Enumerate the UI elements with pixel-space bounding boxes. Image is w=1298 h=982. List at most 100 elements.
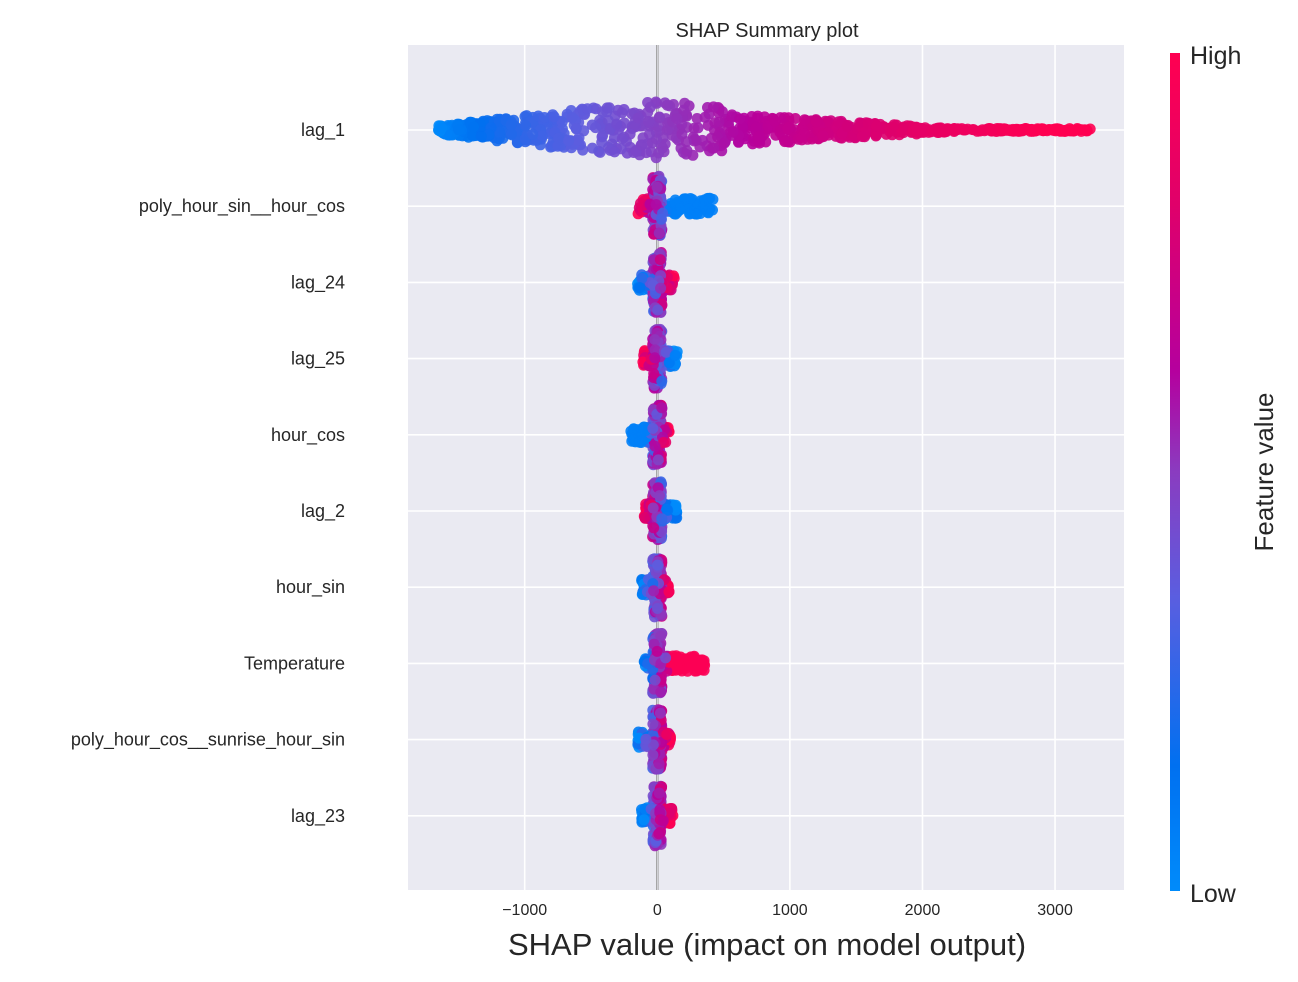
shap-point	[661, 729, 673, 740]
shap-point	[632, 112, 644, 124]
shap-point	[669, 349, 681, 361]
feature-points-lag_25	[637, 323, 683, 394]
shap-point	[856, 131, 868, 143]
x-tick-label: 0	[653, 902, 662, 919]
shap-point	[652, 454, 664, 466]
shap-point	[657, 815, 669, 827]
shap-point	[663, 357, 675, 369]
shap-point	[782, 123, 794, 135]
shap-point	[643, 115, 654, 127]
shap-point	[691, 208, 703, 220]
shap-point	[817, 130, 829, 142]
shap-point	[494, 126, 506, 138]
shap-point	[639, 512, 651, 524]
shap-point	[636, 272, 648, 284]
shap-point	[660, 346, 672, 358]
shap-point	[700, 198, 712, 210]
shap-point	[538, 112, 550, 123]
shap-point	[663, 807, 675, 819]
shap-point	[769, 115, 781, 127]
shap-point	[929, 123, 941, 135]
shap-point	[959, 124, 971, 136]
shap-point	[649, 352, 661, 364]
shap-point	[670, 499, 682, 511]
shap-point	[638, 814, 650, 826]
shap-point	[601, 102, 613, 114]
shap-point	[609, 146, 621, 158]
shap-point	[647, 718, 659, 730]
shap-point	[566, 112, 578, 124]
feature-points-lag_24	[632, 247, 680, 318]
shap-point	[716, 106, 728, 118]
shap-point	[910, 121, 922, 133]
shap-point	[570, 123, 582, 134]
shap-point	[648, 368, 660, 379]
shap-point	[656, 213, 667, 225]
x-tick-label: 3000	[1037, 902, 1073, 919]
plot-background	[408, 45, 1124, 890]
feature-label: Temperature	[244, 653, 345, 673]
x-tick-label: 1000	[772, 902, 808, 919]
shap-point	[649, 344, 661, 356]
shap-point	[670, 652, 682, 664]
shap-point	[596, 136, 608, 148]
feature-points-hour_cos	[625, 399, 675, 471]
shap-point	[650, 199, 662, 211]
shap-point	[506, 128, 517, 140]
colorbar-low-label: Low	[1190, 880, 1237, 908]
feature-label: lag_24	[291, 272, 345, 293]
shap-point	[750, 122, 762, 134]
shap-point	[552, 140, 564, 152]
shap-point	[949, 124, 961, 136]
shap-point	[651, 645, 663, 657]
feature-points-Temperature	[638, 628, 711, 699]
feature-label: lag_23	[291, 806, 345, 827]
shap-point	[649, 674, 661, 686]
shap-point	[556, 116, 568, 128]
shap-point	[553, 132, 565, 144]
shap-point	[468, 121, 480, 133]
shap-point	[752, 110, 764, 122]
shap-point	[658, 437, 670, 448]
feature-label: poly_hour_sin__hour_cos	[139, 196, 345, 217]
shap-point	[1009, 125, 1021, 137]
feature-points-lag_1	[433, 96, 1096, 164]
shap-point	[796, 134, 808, 146]
shap-point	[1025, 125, 1036, 137]
shap-point	[653, 787, 665, 799]
colorbar-title: Feature value	[1249, 393, 1279, 552]
shap-point	[654, 707, 666, 719]
shap-point	[653, 758, 665, 770]
shap-point	[649, 440, 661, 452]
shap-point	[648, 522, 660, 534]
shap-point	[734, 113, 746, 125]
shap-point	[634, 282, 646, 294]
shap-point	[888, 119, 900, 131]
shap-point	[854, 117, 866, 129]
shap-point	[651, 181, 663, 193]
shap-point	[653, 111, 665, 123]
shap-point	[656, 375, 668, 387]
shap-point	[586, 142, 598, 154]
shap-point	[678, 104, 690, 116]
shap-point	[684, 193, 696, 204]
shap-point	[654, 490, 666, 502]
x-axis-label: SHAP value (impact on model output)	[508, 927, 1026, 962]
shap-point	[653, 828, 665, 840]
shap-point	[870, 130, 882, 142]
shap-point	[1000, 124, 1012, 136]
shap-point	[648, 585, 660, 597]
x-tick-label: 2000	[905, 902, 941, 919]
shap-point	[436, 122, 448, 134]
shap-point	[647, 502, 659, 514]
shap-point	[653, 147, 665, 159]
shap-point	[572, 134, 584, 146]
shap-point	[581, 103, 593, 115]
shap-point	[870, 120, 882, 132]
shap-point	[661, 99, 673, 111]
shap-point	[505, 119, 517, 131]
feature-points-poly_hour_cos__sunrise_hour_sin	[632, 704, 676, 775]
shap-point	[986, 125, 998, 137]
shap-point	[977, 124, 988, 136]
shap-point	[663, 586, 675, 598]
